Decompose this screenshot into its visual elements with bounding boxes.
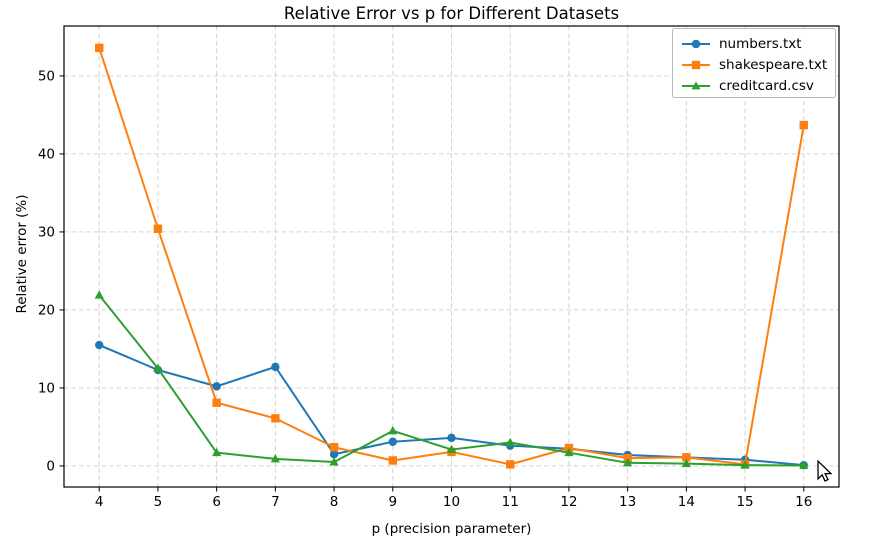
axis-ticks: 4 5 6 7 8 9 10 11 12 13 14 15 16 0 10 20 30 40 50 — [38, 68, 813, 510]
legend-marker-triangle-icon — [682, 80, 710, 89]
data-point-circle — [388, 437, 397, 446]
gridlines — [64, 26, 839, 487]
y-tick-label: 20 — [38, 302, 55, 318]
legend-entry-shakespeare: shakespeare.txt — [681, 54, 835, 75]
data-point-triangle — [270, 454, 280, 463]
series-creditcard.csv — [94, 290, 809, 470]
chart-legend: numbers.txt shakespeare.txt creditcard.c… — [672, 28, 836, 98]
x-tick-label: 10 — [443, 494, 460, 510]
y-axis-label: Relative error (%) — [14, 194, 30, 314]
data-point-square — [799, 120, 808, 130]
data-point-square — [271, 414, 280, 423]
x-tick-label: 8 — [330, 494, 339, 510]
x-tick-label: 4 — [95, 494, 104, 510]
x-tick-label: 9 — [388, 494, 397, 510]
legend-entry-creditcard: creditcard.csv — [681, 75, 835, 96]
legend-marker-square-icon — [682, 60, 710, 69]
x-tick-label: 6 — [212, 494, 221, 510]
data-point-circle — [329, 450, 339, 459]
x-tick-label: 7 — [271, 494, 280, 510]
data-point-square — [506, 460, 515, 469]
mouse-cursor-icon — [817, 460, 832, 482]
legend-label: shakespeare.txt — [719, 56, 828, 73]
data-point-triangle — [505, 437, 515, 447]
x-tick-label: 5 — [154, 494, 163, 510]
x-tick-label: 13 — [619, 494, 636, 510]
x-axis-label: p (precision parameter) — [371, 521, 532, 537]
y-tick-label: 30 — [38, 224, 55, 240]
legend-entry-numbers: numbers.txt — [681, 33, 835, 54]
data-point-circle — [271, 362, 280, 372]
data-point-triangle — [153, 363, 163, 372]
legend-label: numbers.txt — [719, 35, 802, 52]
data-point-triangle — [681, 458, 691, 468]
data-point-triangle — [799, 460, 809, 470]
y-tick-label: 0 — [46, 458, 55, 474]
y-tick-label: 50 — [38, 68, 55, 84]
data-point-triangle — [329, 457, 339, 466]
data-point-square — [329, 443, 339, 452]
data-point-circle — [447, 433, 456, 443]
data-point-triangle — [212, 447, 222, 457]
y-tick-label: 10 — [38, 380, 55, 396]
x-tick-label: 11 — [502, 494, 519, 510]
legend-marker-circle-icon — [682, 39, 710, 48]
x-tick-label: 14 — [678, 494, 695, 510]
legend-label: creditcard.csv — [719, 77, 814, 94]
data-point-triangle — [446, 444, 457, 454]
data-point-circle — [212, 382, 221, 391]
data-point-square — [212, 398, 221, 407]
data-point-square — [153, 224, 163, 234]
chart-title: Relative Error vs p for Different Datase… — [283, 4, 620, 23]
data-point-square — [95, 43, 104, 53]
data-point-triangle — [94, 290, 104, 299]
data-point-triangle — [564, 447, 574, 457]
y-tick-label: 40 — [38, 146, 55, 162]
data-point-triangle — [623, 458, 633, 467]
data-point-square — [388, 456, 397, 465]
data-point-triangle — [740, 460, 750, 469]
x-tick-label: 12 — [560, 494, 577, 510]
data-point-triangle — [388, 426, 398, 435]
x-tick-label: 16 — [795, 494, 812, 510]
data-point-square — [682, 453, 691, 462]
data-point-circle — [95, 340, 104, 350]
x-tick-label: 15 — [736, 494, 753, 510]
